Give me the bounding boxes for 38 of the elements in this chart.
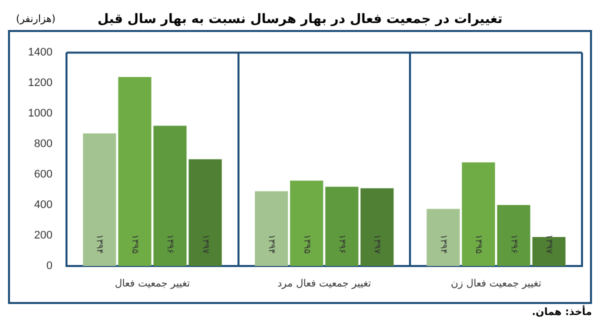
- series-label: ۱۳۹۶: [164, 234, 175, 254]
- bar: [325, 186, 358, 266]
- bar: [188, 159, 222, 266]
- bar: [532, 237, 566, 266]
- x-tick-label: تغییر جمعیت فعال: [114, 278, 190, 290]
- text: ۱۳۹۴: [438, 234, 448, 254]
- text: ۱۳۹۵: [301, 234, 312, 254]
- x-tick-label: تغییر جمعیت فعال مرد: [277, 278, 372, 290]
- y-tick-label: 600: [34, 168, 52, 181]
- text: ۱۳۹۵: [129, 234, 140, 254]
- y-tick-label: 400: [34, 199, 52, 212]
- series-label: ۱۳۹۷: [544, 234, 554, 254]
- bar: [497, 205, 530, 266]
- bar: [426, 208, 460, 266]
- x-tick-label: تغییر جمعیت فعال زن: [450, 278, 542, 290]
- chart-title: تغییرات در جمعیت فعال در بهار هرسال نسبت به بهار سال قبل: [97, 12, 503, 26]
- bar: [290, 180, 324, 266]
- text: ۱۳۹۶: [508, 234, 518, 254]
- series-label: ۱۳۹۴: [94, 234, 104, 254]
- text: ۱۳۹۷: [372, 234, 382, 254]
- y-tick-label: 1000: [28, 108, 52, 120]
- bar: [118, 76, 152, 266]
- y-tick-label: 1200: [28, 77, 52, 90]
- y-axis-title: (هزارنفر): [16, 14, 56, 24]
- y-tick-label: 0: [46, 260, 52, 272]
- text: ۱۳۹۶: [336, 234, 347, 254]
- bar: [82, 133, 116, 266]
- y-tick-label: 200: [34, 230, 52, 242]
- bar: [360, 188, 394, 266]
- bar: [462, 162, 496, 266]
- y-tick-label: 1400: [28, 46, 52, 59]
- series-label: ۱۳۹۵: [473, 234, 484, 254]
- text: ۱۳۹۷: [200, 234, 210, 254]
- bar: [153, 126, 187, 266]
- y-tick-label: 800: [34, 138, 52, 150]
- text: ۱۳۹۴: [266, 234, 276, 254]
- text: مأخذ: همان.: [530, 307, 592, 318]
- bar: [254, 191, 288, 266]
